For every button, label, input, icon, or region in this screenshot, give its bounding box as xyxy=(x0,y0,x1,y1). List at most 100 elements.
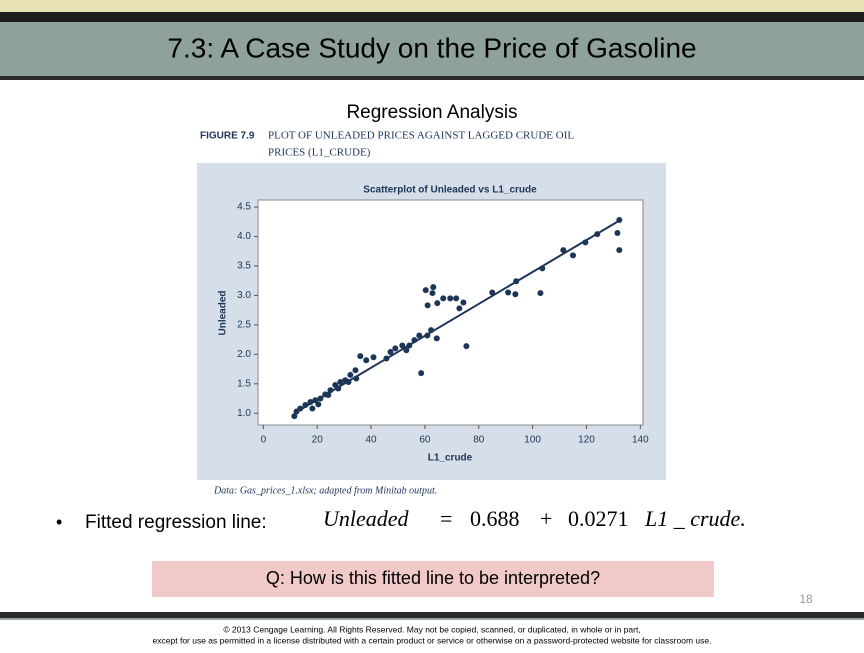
x-axis-label: L1_crude xyxy=(428,453,473,464)
point xyxy=(537,290,544,297)
top-strip xyxy=(0,0,864,12)
point xyxy=(418,370,425,377)
y-tick-label: 4.5 xyxy=(237,202,251,213)
point xyxy=(337,379,344,386)
point xyxy=(327,387,334,394)
equation-intercept: 0.688 xyxy=(470,506,520,531)
point xyxy=(512,291,519,298)
top-bar xyxy=(0,12,864,22)
x-tick-label: 100 xyxy=(524,435,541,446)
point xyxy=(291,413,298,420)
x-tick-label: 60 xyxy=(419,435,431,446)
question: Q: How is this fitted line to be interpr… xyxy=(266,568,600,588)
equation-plus: + xyxy=(540,506,552,531)
point xyxy=(616,247,623,254)
plot-area xyxy=(257,199,644,426)
point xyxy=(312,397,319,404)
title-rule xyxy=(0,76,864,80)
point xyxy=(416,332,423,339)
x-tick-label: 0 xyxy=(261,435,267,446)
bullet-text: Fitted regression line: xyxy=(85,512,267,533)
equation-lhs: Unleaded xyxy=(323,506,410,531)
point xyxy=(460,299,467,306)
point xyxy=(345,379,352,386)
point xyxy=(424,332,431,339)
y-tick-label: 3.0 xyxy=(237,290,251,301)
point xyxy=(353,375,360,382)
point xyxy=(383,355,390,362)
figure-caption: PRICES (L1_CRUDE) xyxy=(268,147,371,159)
footer-rule xyxy=(0,618,864,620)
x-tick-label: 140 xyxy=(632,435,649,446)
y-tick-label: 1.0 xyxy=(237,408,251,419)
point xyxy=(352,367,359,374)
point xyxy=(317,395,324,402)
point xyxy=(560,247,567,254)
point xyxy=(440,295,447,302)
point xyxy=(456,305,463,312)
equation-slope: 0.0271 xyxy=(568,506,629,531)
point xyxy=(335,385,342,392)
point xyxy=(406,342,413,349)
y-tick-label: 2.0 xyxy=(237,349,251,360)
point xyxy=(429,290,436,297)
point xyxy=(616,217,623,224)
point xyxy=(582,239,589,246)
bullet-mark: • xyxy=(56,512,62,532)
point xyxy=(411,337,418,344)
point xyxy=(315,401,322,408)
point xyxy=(424,302,431,309)
footer-text: except for use as permitted in a license… xyxy=(153,635,712,645)
y-tick-label: 2.5 xyxy=(237,320,251,331)
point xyxy=(594,231,601,238)
title-band xyxy=(0,22,864,76)
point xyxy=(357,353,364,360)
point xyxy=(309,405,316,412)
point xyxy=(325,391,332,398)
chart-title: Scatterplot of Unleaded vs L1_crude xyxy=(363,185,537,196)
point xyxy=(363,357,370,364)
subtitle: Regression Analysis xyxy=(346,102,517,123)
source-note: Data: Gas_prices_1.xlsx; adapted from Mi… xyxy=(213,485,437,496)
question-box xyxy=(152,561,714,597)
x-tick-label: 20 xyxy=(312,435,324,446)
point xyxy=(399,342,406,349)
point xyxy=(428,327,435,334)
point xyxy=(513,278,520,285)
point xyxy=(422,287,429,294)
x-tick-label: 80 xyxy=(473,435,485,446)
footer-bar xyxy=(0,612,864,618)
footer-text: © 2013 Cengage Learning. All Rights Rese… xyxy=(223,624,640,634)
equation-equals: = xyxy=(440,506,452,531)
point xyxy=(307,399,314,406)
equation-variable: L1 _ crude. xyxy=(644,506,746,531)
point xyxy=(433,335,440,342)
figure-label: FIGURE 7.9 xyxy=(200,131,255,142)
point xyxy=(447,295,454,302)
point xyxy=(614,229,621,236)
y-tick-label: 4.0 xyxy=(237,231,251,242)
point xyxy=(387,348,394,355)
point xyxy=(505,289,512,296)
point xyxy=(463,343,470,350)
y-axis-label: Unleaded xyxy=(218,290,229,335)
x-tick-label: 120 xyxy=(578,435,595,446)
figure-caption: PLOT OF UNLEADED PRICES AGAINST LAGGED C… xyxy=(268,130,574,142)
point xyxy=(403,347,410,354)
point xyxy=(392,345,399,352)
point xyxy=(430,284,437,291)
point xyxy=(434,300,441,307)
point xyxy=(453,295,460,302)
page-number: 18 xyxy=(799,592,813,606)
point xyxy=(539,265,546,272)
y-tick-label: 3.5 xyxy=(237,261,251,272)
y-tick-label: 1.5 xyxy=(237,378,251,389)
point xyxy=(347,371,354,378)
point xyxy=(293,408,300,415)
point xyxy=(570,252,576,259)
slide-title: 7.3: A Case Study on the Price of Gasoli… xyxy=(167,32,696,63)
x-tick-label: 40 xyxy=(366,435,378,446)
point xyxy=(489,289,496,296)
point xyxy=(370,354,377,361)
